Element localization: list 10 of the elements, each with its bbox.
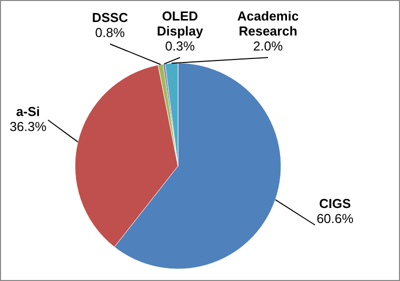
slice-label: DSSC [92, 10, 129, 25]
data-label: 0.8% [95, 25, 126, 40]
slice-label: Academic Research [237, 8, 299, 38]
data-label: 60.6% [316, 211, 354, 226]
slice-label: CIGS [319, 196, 352, 211]
slice-label: OLED Display [156, 8, 204, 38]
data-label: 2.0% [253, 38, 284, 54]
data-label: 36.3% [10, 119, 47, 134]
data-label: 0.3% [165, 38, 196, 54]
slice-label: a-Si [16, 104, 40, 119]
